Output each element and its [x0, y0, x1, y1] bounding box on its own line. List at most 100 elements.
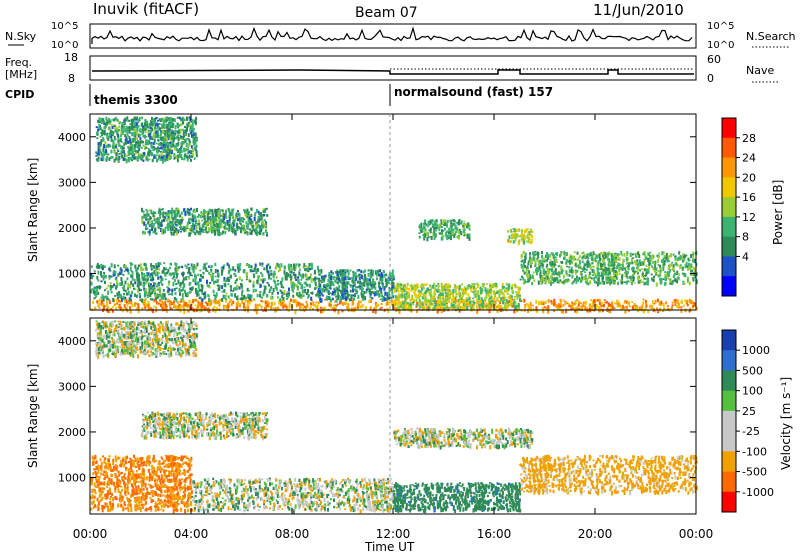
heatmap-cell: [669, 278, 672, 282]
heatmap-cell: [211, 277, 213, 282]
heatmap-cell: [211, 212, 214, 217]
heatmap-cell: [691, 274, 694, 277]
heatmap-cell: [440, 232, 443, 235]
heatmap-cell: [448, 227, 451, 232]
heatmap-cell: [174, 211, 177, 216]
heatmap-cell: [397, 289, 400, 293]
heatmap-cell: [122, 288, 125, 292]
heatmap-cell: [433, 233, 436, 237]
heatmap-cell: [593, 299, 596, 304]
heatmap-cell: [558, 307, 561, 311]
heatmap-cell: [150, 217, 152, 220]
heatmap-cell: [327, 279, 330, 282]
heatmap-cell: [599, 259, 602, 262]
heatmap-cell: [345, 283, 348, 287]
heatmap-cell: [242, 296, 245, 300]
heatmap-cell: [476, 298, 479, 303]
heatmap-cell: [242, 227, 245, 230]
heatmap-cell: [255, 231, 257, 235]
heatmap-cell: [94, 307, 97, 310]
heatmap-cell: [512, 240, 515, 244]
heatmap-cell: [422, 297, 425, 300]
heatmap-cell: [443, 304, 446, 306]
heatmap-cell: [527, 278, 530, 283]
heatmap-cell: [301, 286, 304, 290]
heatmap-cell: [507, 239, 509, 243]
heatmap-cell: [539, 274, 542, 279]
heatmap-cell: [194, 304, 197, 307]
heatmap-cell: [130, 270, 133, 273]
heatmap-cell: [587, 256, 590, 260]
heatmap-cell: [297, 294, 300, 298]
heatmap-cell: [196, 208, 198, 213]
heatmap-cell: [293, 283, 296, 287]
heatmap-cell: [283, 290, 286, 295]
heatmap-cell: [653, 303, 656, 305]
heatmap-cell: [627, 262, 630, 265]
heatmap-cell: [694, 302, 697, 307]
heatmap-cell: [274, 280, 277, 285]
heatmap-cell: [138, 117, 141, 119]
heatmap-cell: [310, 263, 313, 266]
heatmap-cell: [603, 262, 606, 266]
heatmap-cell: [469, 285, 472, 290]
heatmap-cell: [426, 288, 429, 292]
heatmap-cell: [433, 223, 436, 227]
heatmap-cell: [667, 276, 670, 280]
heatmap-cell: [190, 159, 192, 162]
heatmap-cell: [208, 265, 210, 268]
heatmap-cell: [659, 277, 662, 281]
heatmap-cell: [393, 302, 396, 307]
heatmap-cell: [337, 270, 340, 274]
heatmap-cell: [117, 299, 120, 303]
heatmap-cell: [216, 279, 219, 284]
heatmap-cell: [449, 284, 452, 289]
heatmap-cell: [239, 268, 242, 271]
heatmap-cell: [181, 265, 184, 269]
heatmap-cell: [180, 211, 183, 215]
heatmap-cell: [571, 274, 574, 279]
heatmap-cell: [154, 273, 157, 277]
heatmap-cell: [458, 309, 461, 313]
heatmap-cell: [161, 231, 164, 235]
heatmap-cell: [364, 274, 366, 278]
heatmap-cell: [479, 286, 482, 290]
heatmap-cell: [262, 208, 265, 210]
heatmap-cell: [231, 227, 234, 232]
heatmap-cell: [380, 281, 383, 285]
heatmap-cell: [299, 273, 302, 278]
heatmap-cell: [378, 274, 381, 276]
heatmap-cell: [331, 307, 334, 310]
heatmap-cell: [538, 301, 541, 306]
heatmap-cell: [330, 280, 333, 284]
heatmap-cell: [508, 299, 511, 303]
heatmap-cell: [615, 276, 618, 280]
heatmap-cell: [553, 298, 556, 303]
heatmap-cell: [505, 307, 508, 312]
heatmap-cell: [439, 300, 442, 305]
heatmap-cell: [168, 218, 171, 222]
heatmap-cell: [340, 279, 342, 284]
heatmap-cell: [434, 293, 437, 295]
heatmap-cell: [196, 262, 199, 267]
heatmap-cell: [370, 274, 373, 277]
heatmap-cell: [107, 306, 110, 309]
heatmap-cell: [386, 307, 389, 311]
heatmap-cell: [355, 286, 358, 289]
heatmap-cell: [662, 262, 665, 265]
heatmap-cell: [248, 300, 251, 305]
heatmap-cell: [590, 257, 593, 260]
heatmap-cell: [129, 266, 132, 272]
heatmap-cell: [545, 266, 548, 269]
heatmap-cell: [572, 280, 575, 284]
heatmap-cell: [160, 224, 163, 227]
heatmap-cell: [480, 301, 483, 307]
heatmap-cell: [220, 273, 223, 276]
heatmap-cell: [391, 272, 394, 275]
heatmap-cell: [275, 276, 278, 279]
heatmap-cell: [393, 307, 396, 310]
heatmap-cell: [446, 219, 449, 223]
heatmap-cell: [454, 224, 457, 229]
heatmap-cell: [485, 304, 488, 307]
heatmap-cell: [381, 298, 384, 302]
